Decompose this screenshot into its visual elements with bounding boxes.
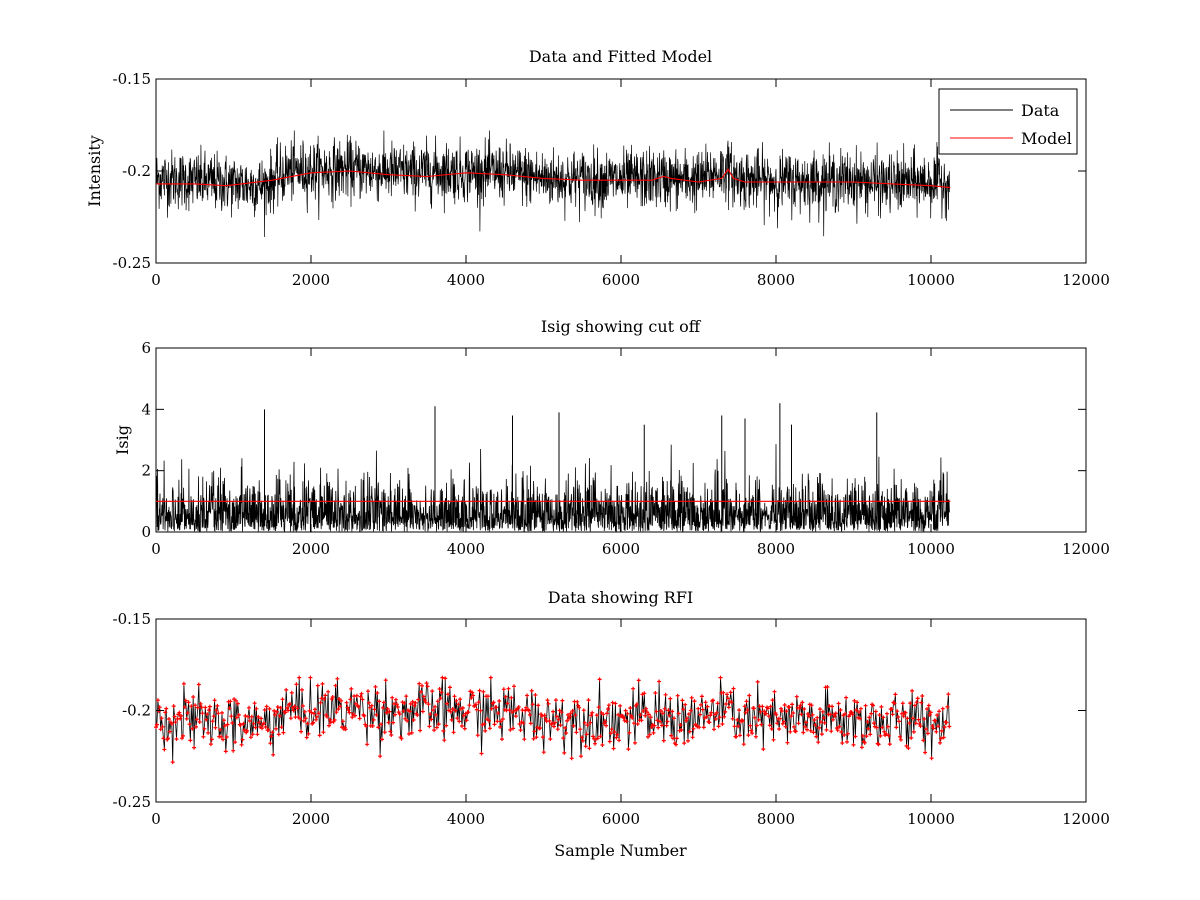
panel-1-series: [155, 130, 951, 238]
x-tick-label: 6000: [602, 810, 640, 828]
x-tick-label: 8000: [757, 271, 795, 289]
x-tick-label: 2000: [292, 540, 330, 558]
series-isig-line: [155, 444, 950, 533]
panel-2-title: Isig showing cut off: [541, 317, 702, 336]
legend-box: [938, 88, 1078, 155]
legend-data-label: Data: [1021, 101, 1060, 120]
x-tick-label: 12000: [1062, 271, 1110, 289]
y-tick-label: -0.2: [122, 702, 151, 720]
x-tick-label: 0: [151, 540, 161, 558]
panel-1-ylabel: Intensity: [85, 135, 104, 207]
x-tick-label: 10000: [907, 810, 955, 828]
panel-2-ylabel: Isig: [113, 425, 132, 455]
x-tick-label: 12000: [1062, 540, 1110, 558]
x-tick-label: 4000: [447, 271, 485, 289]
y-tick-label: 6: [141, 339, 151, 357]
panel-3-ticks: 0 2000 4000 6000 8000 10000 12000 -0.15 -0.2 -0.2…: [113, 610, 1110, 828]
x-tick-label: 6000: [602, 271, 640, 289]
x-tick-label: 0: [151, 810, 161, 828]
y-tick-label: -0.25: [113, 254, 151, 272]
panel-isig-showing-cut-off: Isig showing cut off 0 2000 4000 6000 8000 10…: [113, 317, 1110, 558]
x-tick-label: 10000: [907, 271, 955, 289]
panel-3-xlabel: Sample Number: [554, 841, 687, 860]
x-tick-label: 4000: [447, 540, 485, 558]
panel-2-series: [155, 403, 951, 533]
series-rfi-markers: [154, 675, 952, 765]
y-tick-label: -0.15: [113, 70, 151, 88]
x-tick-label: 2000: [292, 810, 330, 828]
y-tick-label: -0.15: [113, 610, 151, 628]
x-tick-label: 0: [151, 271, 161, 289]
x-tick-label: 2000: [292, 271, 330, 289]
x-tick-label: 8000: [757, 810, 795, 828]
panel-1-title: Data and Fitted Model: [529, 47, 712, 66]
y-tick-label: -0.25: [113, 793, 151, 811]
legend-model-label: Model: [1021, 129, 1072, 148]
panel-1-ticks: 0 2000 4000 6000 8000 10000 12000 -0.15 -0.2 -0.2…: [113, 70, 1110, 289]
series-model-line: [156, 168, 951, 189]
panel-data-showing-rfi: Data showing RFI 0 2000 4000 6000 8000 10000 1…: [113, 588, 1110, 860]
panel-data-and-fitted-model: Data and Fitted Model 0 2000 4000 6000 8000 1…: [85, 47, 1110, 289]
panel-1-legend: Data Model: [938, 88, 1078, 155]
x-tick-label: 8000: [757, 540, 795, 558]
y-tick-label: 0: [141, 523, 151, 541]
panel-3-title: Data showing RFI: [548, 588, 693, 607]
y-tick-label: 4: [141, 400, 151, 418]
x-tick-label: 12000: [1062, 810, 1110, 828]
y-tick-label: -0.2: [122, 162, 151, 180]
x-tick-label: 6000: [602, 540, 640, 558]
panel-2-ticks: 0 2000 4000 6000 8000 10000 12000 0 2 4 6: [141, 339, 1109, 558]
series-data-line: [155, 130, 950, 238]
x-tick-label: 10000: [907, 540, 955, 558]
x-tick-label: 4000: [447, 810, 485, 828]
y-tick-label: 2: [141, 462, 151, 480]
panel-3-series: [154, 675, 952, 765]
